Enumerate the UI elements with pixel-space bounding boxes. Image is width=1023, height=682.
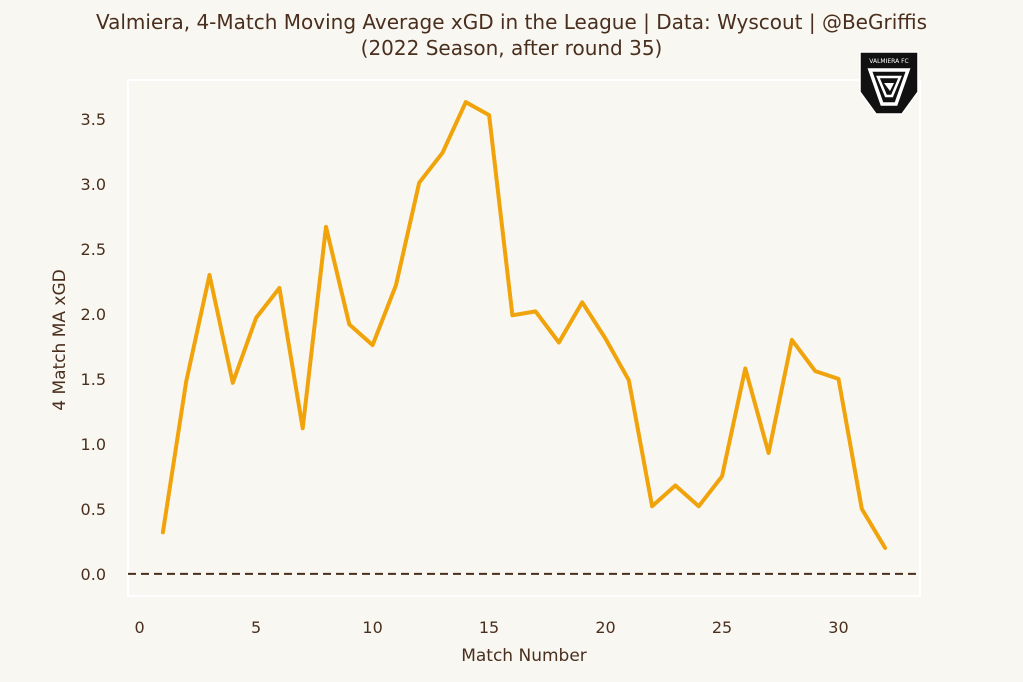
x-tick-label: 30 (828, 618, 848, 637)
y-tick-label: 0.5 (81, 500, 106, 519)
valmiera-fc-logo: VALMIERA FC (859, 51, 919, 115)
y-tick-label: 2.5 (81, 240, 106, 259)
x-tick-label: 20 (595, 618, 615, 637)
x-tick-label: 0 (135, 618, 145, 637)
x-tick-label: 5 (251, 618, 261, 637)
x-tick-label: 10 (362, 618, 382, 637)
logo-text: VALMIERA FC (869, 58, 908, 65)
y-tick-label: 1.5 (81, 370, 106, 389)
x-tick-label: 15 (479, 618, 499, 637)
chart-title: Valmiera, 4-Match Moving Average xGD in … (95, 10, 928, 34)
x-tick-label: 25 (712, 618, 732, 637)
y-axis-label: 4 Match MA xGD (50, 269, 70, 411)
y-tick-label: 0.0 (81, 565, 106, 584)
y-tick-label: 3.0 (81, 175, 106, 194)
y-tick-label: 1.0 (81, 435, 106, 454)
series-line-xgd (160, 100, 888, 550)
y-tick-labels: 0.0 0.5 1.0 1.5 2.0 2.5 3.0 3.5 (81, 110, 106, 584)
plot-area-frame (127, 79, 921, 597)
y-tick-label: 3.5 (81, 110, 106, 129)
y-tick-label: 2.0 (81, 305, 106, 324)
x-tick-labels: 0 5 10 15 20 25 30 (135, 618, 849, 637)
x-axis-label: Match Number (461, 646, 587, 666)
chart-subtitle: (2022 Season, after round 35) (360, 36, 663, 60)
